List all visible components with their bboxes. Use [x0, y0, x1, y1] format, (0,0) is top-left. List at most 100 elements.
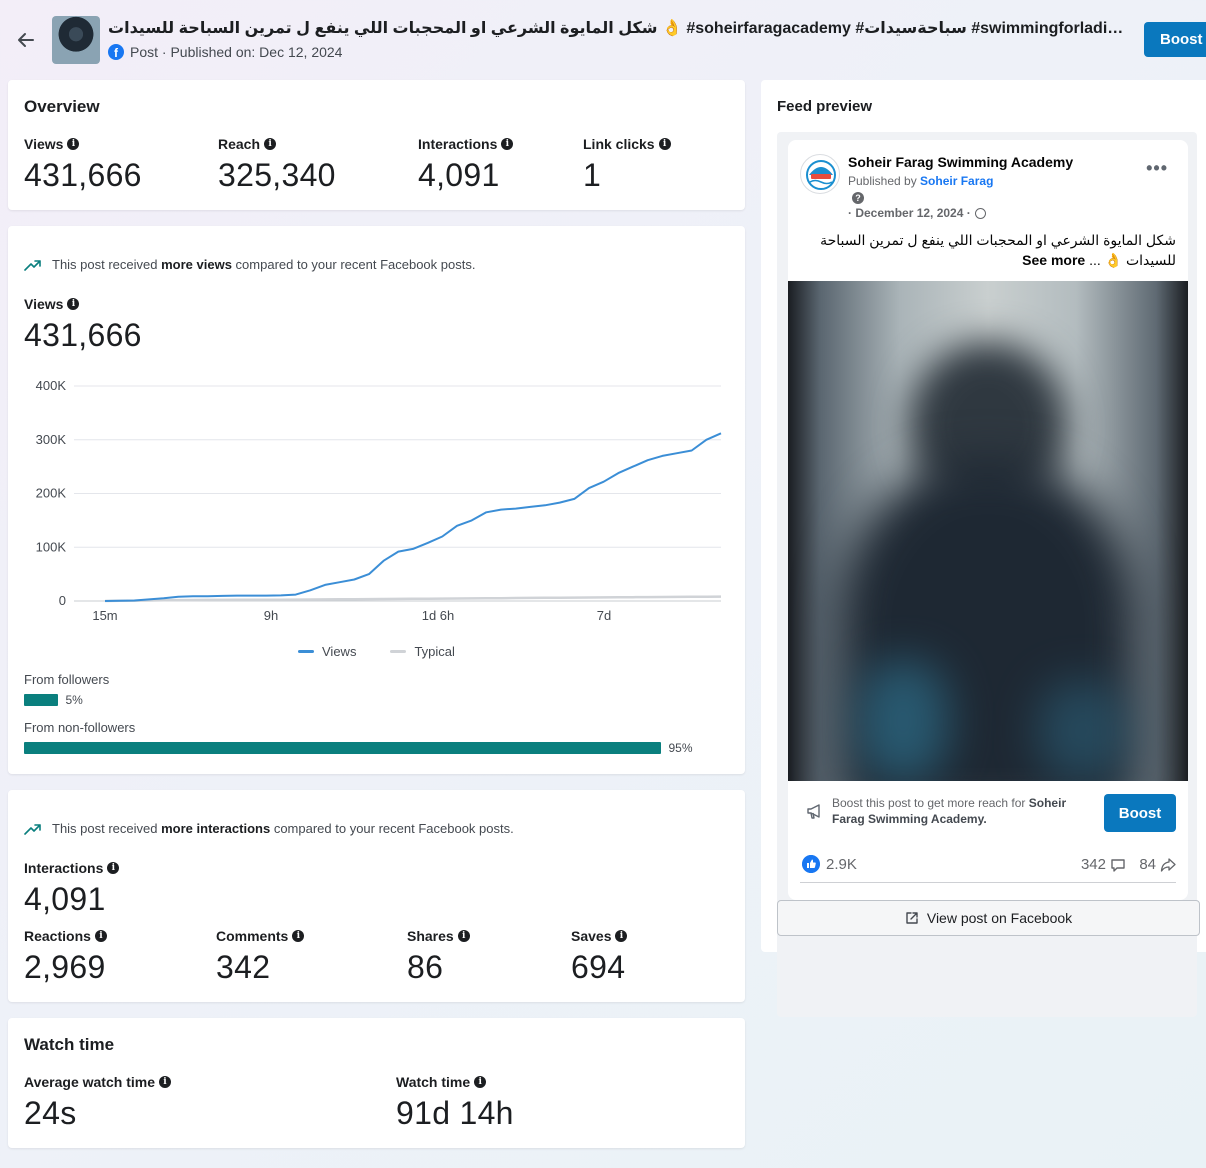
avg-watch-time-label: Average watch time i: [24, 1074, 171, 1090]
total-watch-time-value: 91d 14h: [396, 1095, 514, 1131]
help-icon[interactable]: ?: [852, 192, 864, 204]
x-tick-label: 15m: [92, 608, 117, 623]
info-icon[interactable]: i: [615, 930, 628, 942]
interactions-metric-value: 4,091: [418, 157, 500, 193]
views-line-chart: 0 100K 200K 300K 400K 15m 9h 1d 6h 7d: [36, 378, 722, 623]
from-nonfollowers-label: From non-followers: [24, 720, 136, 735]
interactions-value: 4,091: [24, 881, 106, 917]
reach-metric-value: 325,340: [218, 157, 336, 193]
y-tick-label: 400K: [36, 378, 67, 393]
info-icon[interactable]: i: [107, 862, 120, 874]
post-video-thumbnail[interactable]: [788, 281, 1188, 781]
page-name[interactable]: Soheir Farag Swimming Academy: [848, 154, 1074, 170]
boost-post-button[interactable]: Boost: [1104, 794, 1176, 832]
info-icon[interactable]: i: [501, 138, 514, 150]
boost-prompt-text: Boost this post to get more reach for So…: [832, 796, 1067, 826]
info-icon[interactable]: i: [292, 930, 305, 942]
trending-up-icon: [24, 823, 41, 835]
x-tick-label: 1d 6h: [422, 608, 455, 623]
trending-up-icon: [24, 259, 41, 271]
nonfollowers-bar-fill: [24, 742, 661, 754]
followers-bar: [24, 694, 694, 706]
share-icon: [1160, 857, 1176, 872]
external-link-icon: [906, 912, 918, 924]
views-metric-value: 431,666: [24, 157, 142, 193]
y-tick-label: 200K: [36, 486, 67, 501]
feed-preview-card: Feed preview Soheir Farag Swimming Acade…: [761, 80, 1206, 1017]
facebook-post-preview: Soheir Farag Swimming Academy Published …: [788, 140, 1188, 900]
boost-prompt: Boost this post to get more reach for So…: [788, 781, 1188, 845]
saves-label: Saves i: [571, 928, 628, 944]
nonfollowers-bar: [24, 742, 694, 754]
interactions-metric-label: Interactions i: [418, 136, 514, 152]
info-icon[interactable]: i: [158, 1076, 171, 1088]
post-thumbnail: [52, 16, 100, 64]
reactions-summary: 2.9K 342 84: [800, 853, 1176, 883]
comments-label: Comments i: [216, 928, 305, 944]
overview-card: Overview Views i 431,666 Reach i 325,340…: [8, 80, 745, 210]
info-icon[interactable]: i: [658, 138, 671, 150]
interactions-insight: This post received more interactions com…: [24, 821, 514, 836]
published-by: Published by Soheir Farag: [848, 174, 994, 188]
followers-bar-fill: [24, 694, 58, 706]
series-line-views: [104, 432, 722, 602]
y-tick-label: 100K: [36, 539, 67, 554]
views-value: 431,666: [24, 317, 142, 353]
info-icon[interactable]: i: [457, 930, 470, 942]
views-insight: This post received more views compared t…: [24, 257, 475, 272]
back-arrow-icon[interactable]: [14, 28, 38, 52]
like-reaction-icon: [802, 855, 820, 873]
comment-icon: [1111, 858, 1125, 872]
feed-preview-frame: Soheir Farag Swimming Academy Published …: [777, 132, 1197, 1017]
comments-value: 342: [216, 949, 271, 985]
x-tick-label: 9h: [264, 608, 278, 623]
likes-count[interactable]: 2.9K: [826, 856, 857, 873]
info-icon[interactable]: i: [264, 138, 277, 150]
interactions-label: Interactions i: [24, 860, 120, 876]
info-icon[interactable]: i: [94, 930, 107, 942]
total-watch-time-label: Watch time i: [396, 1074, 487, 1090]
reactions-value: 2,969: [24, 949, 106, 985]
shares-count[interactable]: 84: [1139, 856, 1176, 873]
y-tick-label: 0: [59, 593, 66, 608]
views-label: Views i: [24, 296, 80, 312]
chart-legend: Views Typical: [298, 644, 455, 659]
boost-button-header[interactable]: Boost: [1144, 22, 1206, 57]
saves-value: 694: [571, 949, 626, 985]
legend-typical-label: Typical: [414, 644, 455, 659]
swimming-logo-icon: [806, 160, 836, 190]
globe-icon: [974, 207, 986, 219]
more-options-icon[interactable]: •••: [1146, 158, 1168, 178]
feed-preview-title: Feed preview: [777, 98, 873, 115]
y-tick-label: 300K: [36, 432, 67, 447]
shares-label: Shares i: [407, 928, 470, 944]
reach-metric-label: Reach i: [218, 136, 277, 152]
view-on-facebook-button[interactable]: View post on Facebook: [777, 900, 1200, 936]
see-more-link[interactable]: See more: [1022, 252, 1086, 268]
comments-count[interactable]: 342: [1081, 856, 1126, 873]
views-metric-label: Views i: [24, 136, 80, 152]
legend-views-label: Views: [322, 644, 357, 659]
legend-typical-swatch: [390, 650, 407, 653]
post-header: شكل المايوة الشرعي او المحجبات اللي ينفع…: [0, 0, 1206, 80]
overview-title: Overview: [24, 97, 100, 116]
post-caption: شكل المايوة الشرعي او المحجبات اللي ينفع…: [820, 232, 1176, 268]
avg-watch-time-value: 24s: [24, 1095, 77, 1131]
info-icon[interactable]: i: [474, 1076, 487, 1088]
series-line-typical: [104, 595, 722, 603]
page-avatar[interactable]: [800, 154, 840, 194]
post-date: · December 12, 2024 ·: [848, 206, 986, 220]
reactions-label: Reactions i: [24, 928, 107, 944]
info-icon[interactable]: i: [67, 298, 80, 310]
info-icon[interactable]: i: [67, 138, 80, 150]
post-meta: f Post · Published on: Dec 12, 2024: [108, 43, 342, 61]
from-followers-label: From followers: [24, 672, 110, 687]
link-clicks-metric-value: 1: [583, 157, 602, 193]
publisher-link[interactable]: Soheir Farag: [920, 174, 994, 188]
followers-pct: 5%: [65, 693, 83, 707]
views-card: This post received more views compared t…: [8, 226, 745, 774]
shares-value: 86: [407, 949, 444, 985]
nonfollowers-pct: 95%: [668, 741, 693, 755]
megaphone-icon: [807, 804, 820, 819]
watch-time-card: Watch time Average watch time i 24s Watc…: [8, 1018, 745, 1148]
